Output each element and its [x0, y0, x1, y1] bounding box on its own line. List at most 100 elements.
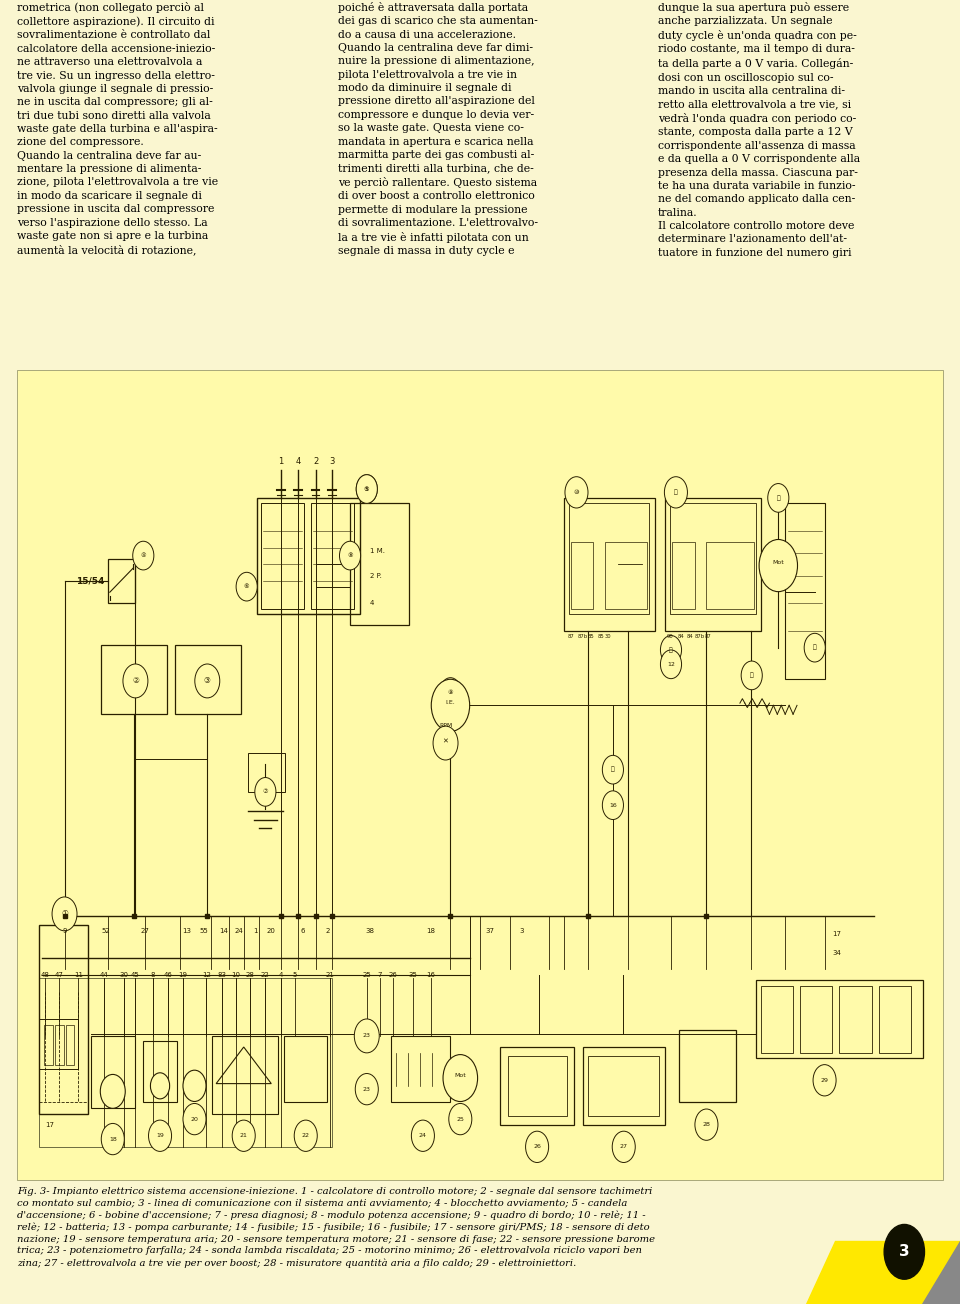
Circle shape	[123, 664, 148, 698]
Text: 83: 83	[218, 971, 227, 978]
Text: 21: 21	[240, 1133, 248, 1138]
Text: 2: 2	[313, 456, 318, 466]
Circle shape	[664, 477, 687, 509]
Text: 20: 20	[267, 927, 276, 934]
Text: 87: 87	[705, 634, 711, 639]
Circle shape	[440, 678, 461, 707]
Text: 35: 35	[409, 971, 418, 978]
Circle shape	[813, 1064, 836, 1095]
Polygon shape	[806, 1241, 960, 1304]
Text: 1: 1	[278, 456, 284, 466]
Circle shape	[356, 475, 377, 503]
Circle shape	[602, 755, 623, 784]
Text: 34: 34	[832, 949, 841, 956]
Text: 4: 4	[296, 456, 300, 466]
Text: 9: 9	[62, 927, 67, 934]
Circle shape	[294, 1120, 317, 1151]
Text: 25: 25	[363, 971, 372, 978]
Text: 16: 16	[609, 803, 616, 807]
Text: 5: 5	[293, 971, 297, 978]
Text: 28: 28	[245, 971, 254, 978]
Text: 3: 3	[519, 927, 523, 934]
Text: dunque la sua apertura può essere
anche parzializzata. Un segnale
duty cycle è u: dunque la sua apertura può essere anche …	[658, 1, 860, 258]
Text: 23: 23	[363, 1033, 371, 1038]
Circle shape	[768, 484, 789, 512]
Text: ⑧: ⑧	[348, 553, 353, 558]
Bar	[311, 503, 354, 609]
Circle shape	[254, 777, 276, 806]
Circle shape	[412, 1120, 435, 1151]
Bar	[756, 981, 923, 1058]
Text: ①: ①	[61, 909, 68, 918]
Text: 26: 26	[533, 1145, 541, 1149]
Circle shape	[660, 635, 682, 664]
Bar	[256, 498, 360, 614]
Text: Mot: Mot	[454, 1073, 467, 1078]
Circle shape	[355, 1073, 378, 1104]
Text: 18: 18	[108, 1137, 117, 1141]
Text: 2 P.: 2 P.	[370, 572, 382, 579]
Bar	[143, 1042, 177, 1102]
Text: ⑨: ⑨	[447, 690, 453, 695]
Text: 12: 12	[667, 662, 675, 666]
Text: Fig. 3- Impianto elettrico sistema accensione-iniezione. 1 - calcolatore di cont: Fig. 3- Impianto elettrico sistema accen…	[17, 1187, 656, 1267]
Text: ⑬: ⑬	[777, 496, 780, 501]
Circle shape	[443, 1055, 477, 1102]
Text: ⑯: ⑯	[611, 767, 614, 772]
Bar	[39, 925, 88, 1114]
Circle shape	[52, 897, 77, 931]
Bar	[570, 542, 593, 609]
Text: I.E.: I.E.	[445, 699, 455, 704]
Circle shape	[741, 661, 762, 690]
Circle shape	[759, 540, 798, 592]
Text: ②: ②	[132, 677, 139, 686]
Text: 85: 85	[588, 634, 594, 639]
Circle shape	[132, 541, 154, 570]
Circle shape	[101, 1124, 124, 1155]
Circle shape	[612, 1131, 636, 1162]
Circle shape	[354, 1018, 379, 1052]
Bar	[508, 1056, 566, 1116]
Text: 4: 4	[279, 971, 283, 978]
Circle shape	[183, 1103, 206, 1134]
Text: 26: 26	[389, 971, 397, 978]
Text: 20: 20	[190, 1116, 199, 1121]
Text: 19: 19	[179, 971, 187, 978]
Text: 85: 85	[598, 634, 605, 639]
Text: 3: 3	[899, 1244, 910, 1260]
Circle shape	[448, 1103, 471, 1134]
Text: 21: 21	[325, 971, 335, 978]
Text: 84: 84	[686, 634, 693, 639]
Text: 27: 27	[141, 927, 150, 934]
Circle shape	[804, 634, 826, 662]
Text: 19: 19	[156, 1133, 164, 1138]
Text: 6: 6	[300, 927, 305, 934]
Bar	[55, 1025, 63, 1065]
Text: 5: 5	[365, 486, 369, 492]
Text: 87b: 87b	[694, 634, 705, 639]
Bar	[584, 1047, 665, 1124]
Text: 29: 29	[821, 1078, 828, 1082]
Polygon shape	[922, 1241, 960, 1304]
Text: 16: 16	[426, 971, 435, 978]
Bar	[568, 503, 649, 614]
Bar	[672, 542, 695, 609]
Bar	[760, 986, 793, 1052]
Circle shape	[356, 475, 377, 503]
Bar	[588, 1056, 660, 1116]
Bar	[800, 986, 832, 1052]
Bar	[101, 645, 167, 715]
Bar	[39, 978, 332, 1146]
Text: rometrica (non collegato perciò al
collettore aspirazione). Il circuito di
sovra: rometrica (non collegato perciò al colle…	[17, 1, 219, 256]
Text: 52: 52	[102, 927, 110, 934]
Text: 22: 22	[301, 1133, 310, 1138]
Bar	[284, 1035, 327, 1102]
Text: 22: 22	[261, 971, 270, 978]
Bar	[564, 498, 656, 631]
Text: 38: 38	[365, 927, 374, 934]
Text: 90: 90	[666, 634, 673, 639]
Bar	[392, 1035, 450, 1102]
Bar	[500, 1047, 573, 1124]
Text: 87: 87	[567, 634, 574, 639]
Text: 8: 8	[151, 971, 156, 978]
